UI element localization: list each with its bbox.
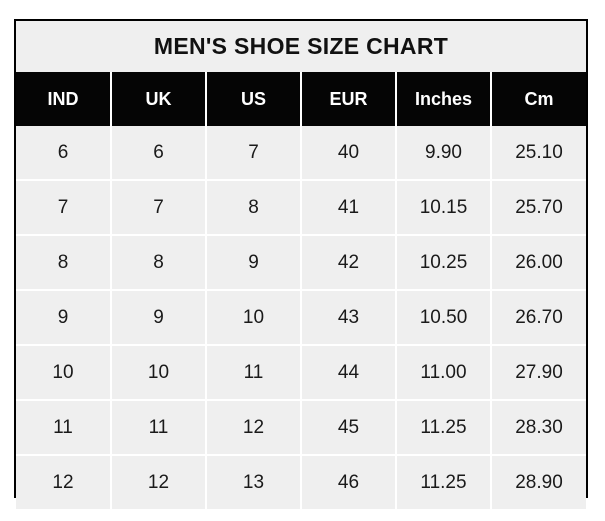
cell-uk: 7: [111, 180, 207, 236]
cell-inches: 11.25: [396, 400, 492, 456]
cell-ind: 9: [16, 290, 112, 346]
table-header: IND UK US EUR Inches Cm: [16, 72, 586, 126]
cell-us: 7: [206, 126, 302, 181]
cell-ind: 7: [16, 180, 112, 236]
cell-cm: 27.90: [491, 345, 586, 401]
cell-inches: 9.90: [396, 126, 492, 181]
column-header-us: US: [206, 72, 302, 126]
page-title: MEN'S SHOE SIZE CHART: [153, 33, 449, 59]
column-header-ind: IND: [16, 72, 112, 126]
table-row: 8 8 9 42 10.25 26.00: [16, 235, 586, 291]
cell-ind: 6: [16, 126, 112, 181]
cell-ind: 8: [16, 235, 112, 291]
cell-inches: 11.25: [396, 455, 492, 509]
table-row: 9 9 10 43 10.50 26.70: [16, 290, 586, 346]
cell-uk: 12: [111, 455, 207, 509]
cell-us: 11: [206, 345, 302, 401]
cell-us: 9: [206, 235, 302, 291]
cell-uk: 6: [111, 126, 207, 181]
cell-eur: 43: [301, 290, 397, 346]
cell-us: 8: [206, 180, 302, 236]
cell-cm: 26.70: [491, 290, 586, 346]
table-header-row: IND UK US EUR Inches Cm: [16, 72, 586, 126]
cell-cm: 25.70: [491, 180, 586, 236]
table-row: 7 7 8 41 10.15 25.70: [16, 180, 586, 236]
shoe-size-chart: MEN'S SHOE SIZE CHART IND UK US EUR Inch…: [14, 19, 588, 509]
cell-ind: 11: [16, 400, 112, 456]
cell-eur: 44: [301, 345, 397, 401]
cell-eur: 42: [301, 235, 397, 291]
cell-eur: 45: [301, 400, 397, 456]
column-header-inches: Inches: [396, 72, 492, 126]
cell-inches: 10.50: [396, 290, 492, 346]
cell-inches: 10.15: [396, 180, 492, 236]
chart-title-bar: MEN'S SHOE SIZE CHART: [16, 21, 586, 72]
cell-eur: 46: [301, 455, 397, 509]
table-row: 10 10 11 44 11.00 27.90: [16, 345, 586, 401]
cell-inches: 10.25: [396, 235, 492, 291]
column-header-cm: Cm: [491, 72, 586, 126]
cell-uk: 8: [111, 235, 207, 291]
cell-cm: 26.00: [491, 235, 586, 291]
cell-us: 13: [206, 455, 302, 509]
cell-uk: 11: [111, 400, 207, 456]
column-header-eur: EUR: [301, 72, 397, 126]
table-row: 12 12 13 46 11.25 28.90: [16, 455, 586, 509]
size-table: IND UK US EUR Inches Cm 6 6 7 40 9.90 25…: [16, 72, 586, 509]
cell-cm: 28.90: [491, 455, 586, 509]
cell-ind: 10: [16, 345, 112, 401]
cell-ind: 12: [16, 455, 112, 509]
table-row: 6 6 7 40 9.90 25.10: [16, 126, 586, 181]
cell-cm: 28.30: [491, 400, 586, 456]
cell-eur: 40: [301, 126, 397, 181]
table-body: 6 6 7 40 9.90 25.10 7 7 8 41 10.15 25.70…: [16, 126, 586, 509]
cell-us: 12: [206, 400, 302, 456]
cell-us: 10: [206, 290, 302, 346]
cell-uk: 10: [111, 345, 207, 401]
column-header-uk: UK: [111, 72, 207, 126]
cell-eur: 41: [301, 180, 397, 236]
table-row: 11 11 12 45 11.25 28.30: [16, 400, 586, 456]
cell-cm: 25.10: [491, 126, 586, 181]
cell-uk: 9: [111, 290, 207, 346]
cell-inches: 11.00: [396, 345, 492, 401]
